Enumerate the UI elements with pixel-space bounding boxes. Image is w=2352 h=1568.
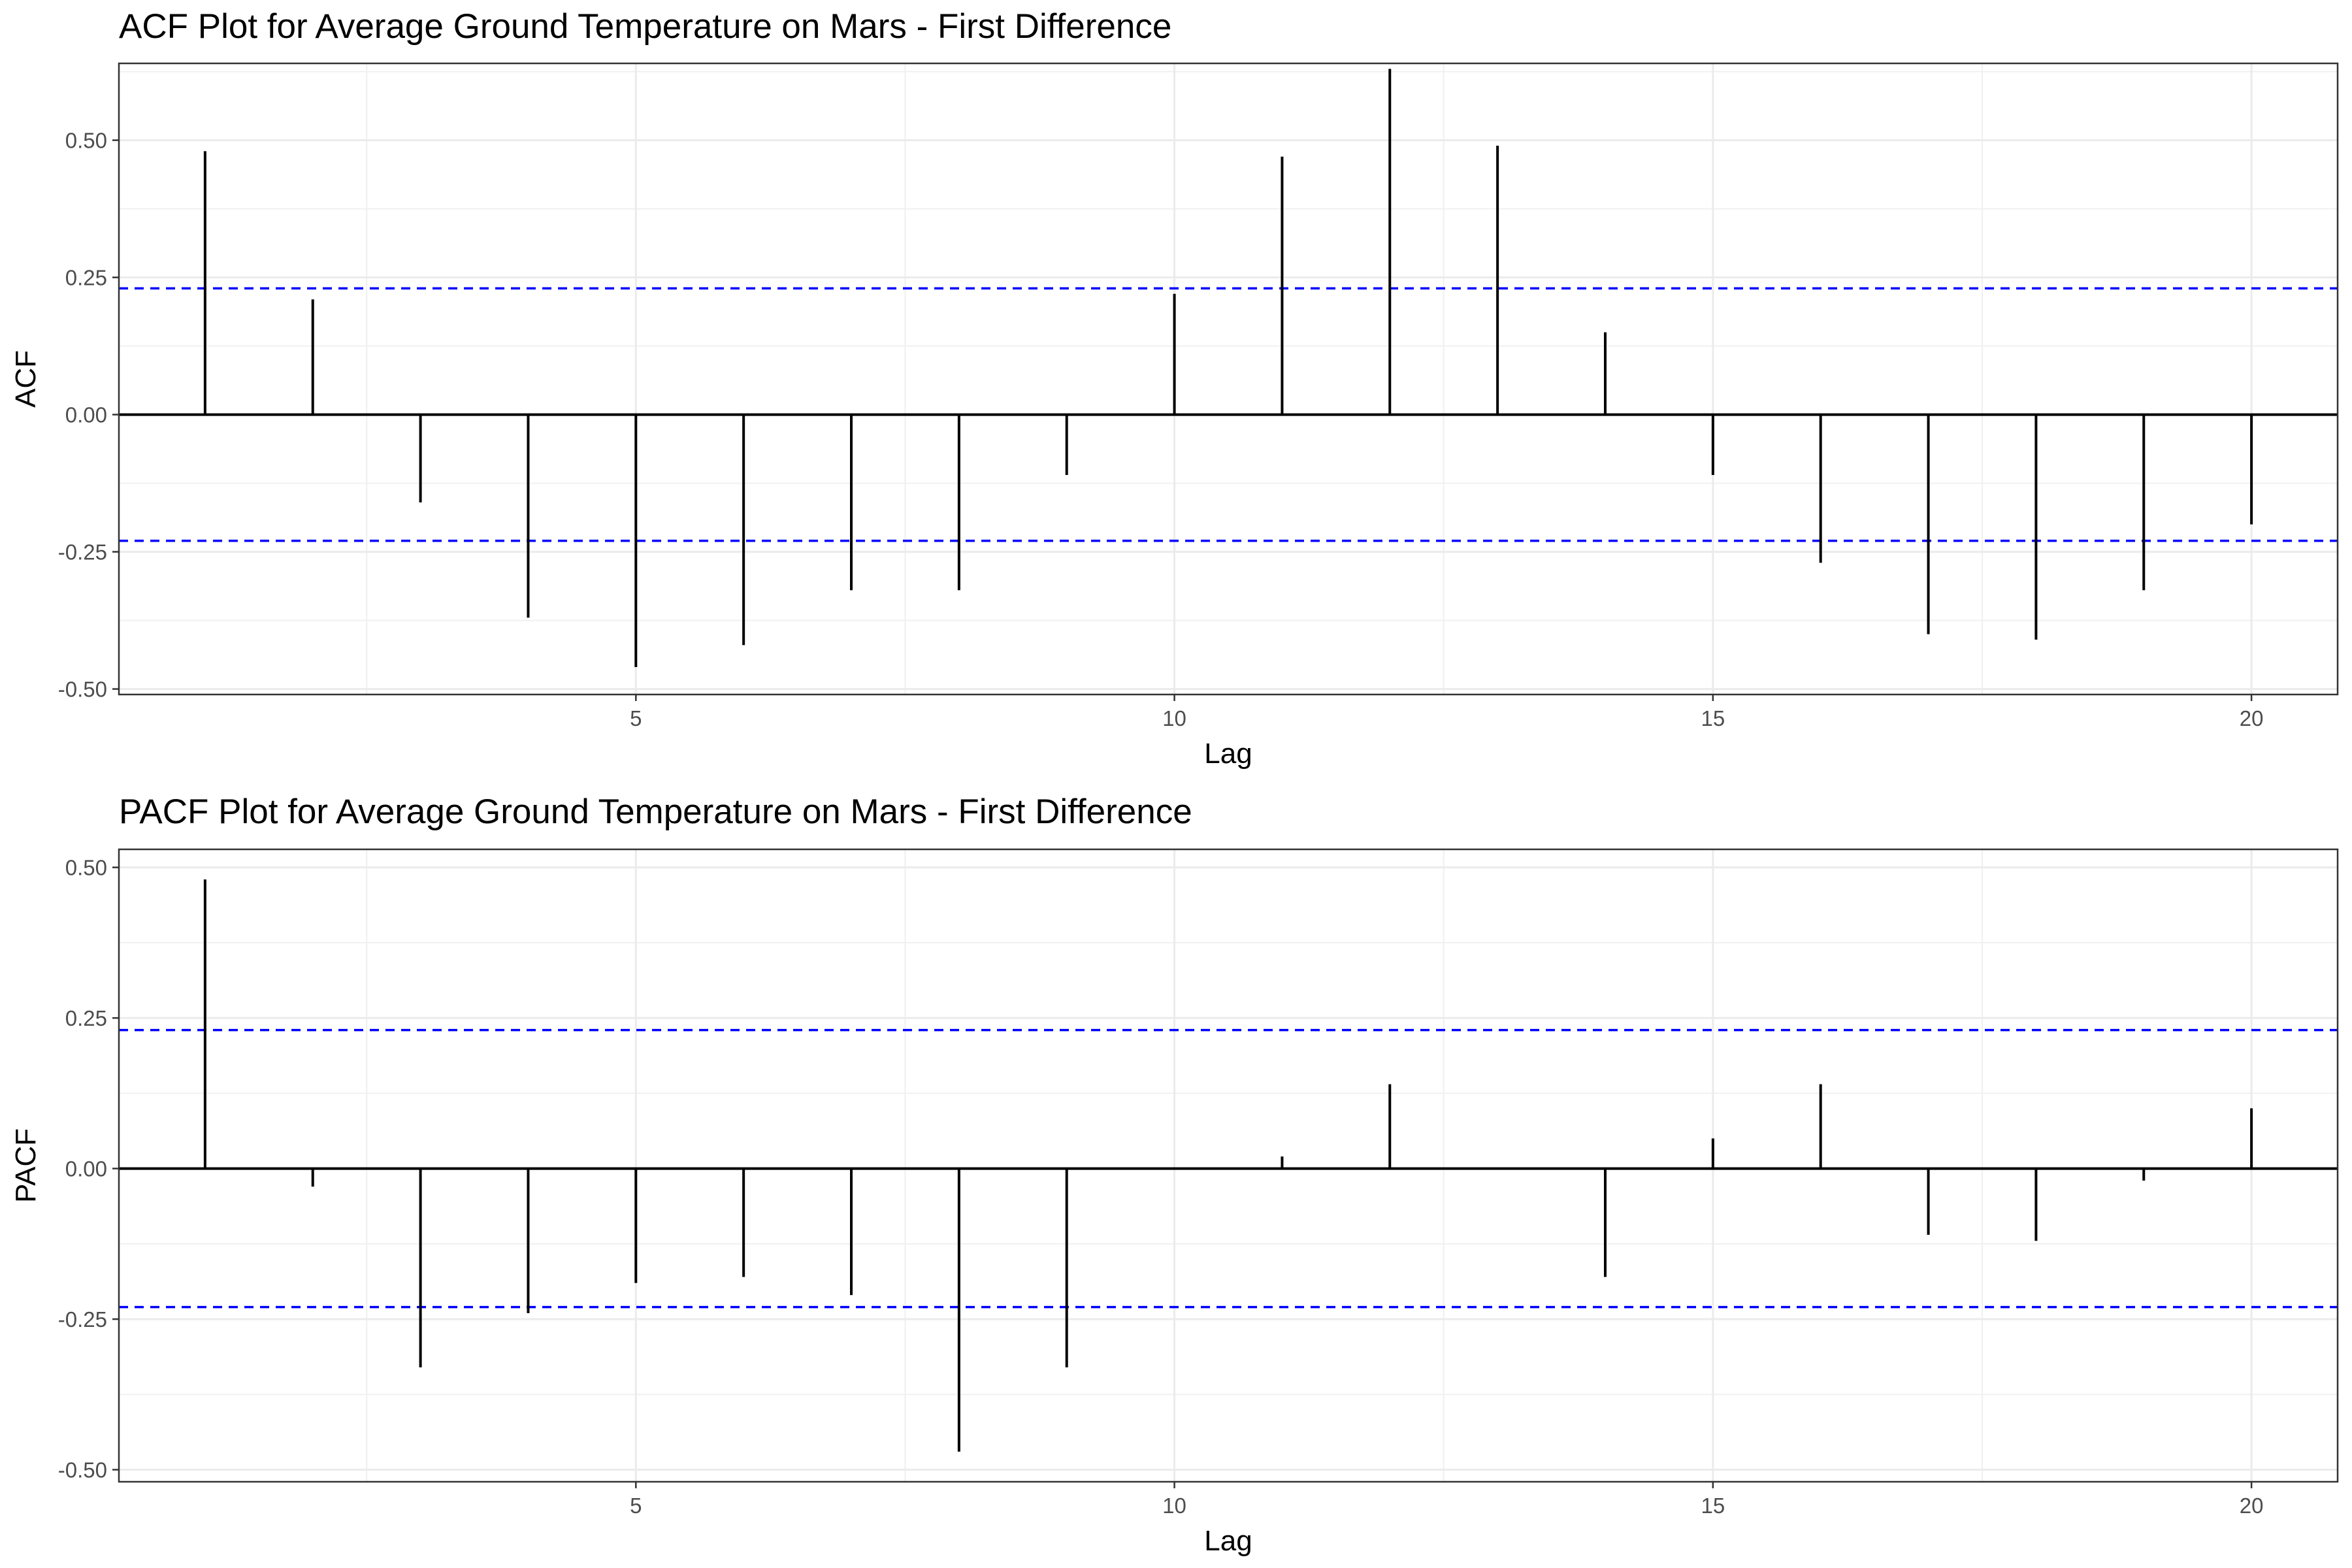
pacf-x-tick-label: 10	[1162, 1494, 1186, 1518]
pacf-gridlines	[119, 849, 2338, 1482]
acf-y-axis-title: ACF	[10, 350, 42, 408]
pacf-x-tick-label: 5	[630, 1494, 642, 1518]
pacf-x-tick-label: 20	[2240, 1494, 2264, 1518]
pacf-x-tick-label: 15	[1701, 1494, 1725, 1518]
pacf-bars	[203, 879, 2253, 1452]
acf-panel: ACF Plot for Average Ground Temperature …	[10, 7, 2339, 770]
acf-x-axis-title: Lag	[1204, 738, 1252, 770]
pacf-y-tick-label: -0.50	[58, 1458, 107, 1482]
acf-y-tick-label: -0.25	[58, 540, 107, 564]
acf-bars	[203, 69, 2253, 667]
pacf-confidence-lines	[119, 1028, 2338, 1309]
pacf-x-axis-title: Lag	[1204, 1525, 1252, 1557]
pacf-panel-border	[118, 848, 2339, 1483]
acf-x-tick-label: 5	[630, 706, 642, 730]
acf-title: ACF Plot for Average Ground Temperature …	[119, 7, 1171, 46]
pacf-y-axis: 0.50 0.25 0.00 -0.25 -0.50	[58, 856, 119, 1482]
acf-y-axis: 0.50 0.25 0.00 -0.25 -0.50	[58, 129, 119, 702]
pacf-x-axis: 5 10 15 20	[630, 1482, 2263, 1518]
pacf-y-tick-label: 0.25	[65, 1006, 107, 1030]
acf-y-tick-label: 0.50	[65, 129, 107, 153]
acf-x-tick-label: 10	[1162, 706, 1186, 730]
acf-y-tick-label: 0.00	[65, 403, 107, 427]
acf-gridlines	[119, 63, 2338, 694]
acf-y-tick-label: -0.50	[58, 678, 107, 702]
pacf-panel: PACF Plot for Average Ground Temperature…	[10, 792, 2339, 1557]
acf-x-tick-label: 15	[1701, 706, 1725, 730]
pacf-y-tick-label: -0.25	[58, 1307, 107, 1331]
pacf-y-tick-label: 0.50	[65, 856, 107, 880]
acf-confidence-lines	[119, 287, 2338, 542]
pacf-plot-background	[119, 849, 2338, 1482]
acf-x-tick-label: 20	[2240, 706, 2264, 730]
acf-plot-background	[119, 63, 2338, 694]
acf-x-axis: 5 10 15 20	[630, 694, 2263, 730]
pacf-y-axis-title: PACF	[10, 1128, 42, 1203]
acf-y-tick-label: 0.25	[65, 266, 107, 290]
acf-panel-border	[118, 62, 2339, 696]
pacf-y-tick-label: 0.00	[65, 1157, 107, 1181]
pacf-title: PACF Plot for Average Ground Temperature…	[119, 792, 1192, 831]
